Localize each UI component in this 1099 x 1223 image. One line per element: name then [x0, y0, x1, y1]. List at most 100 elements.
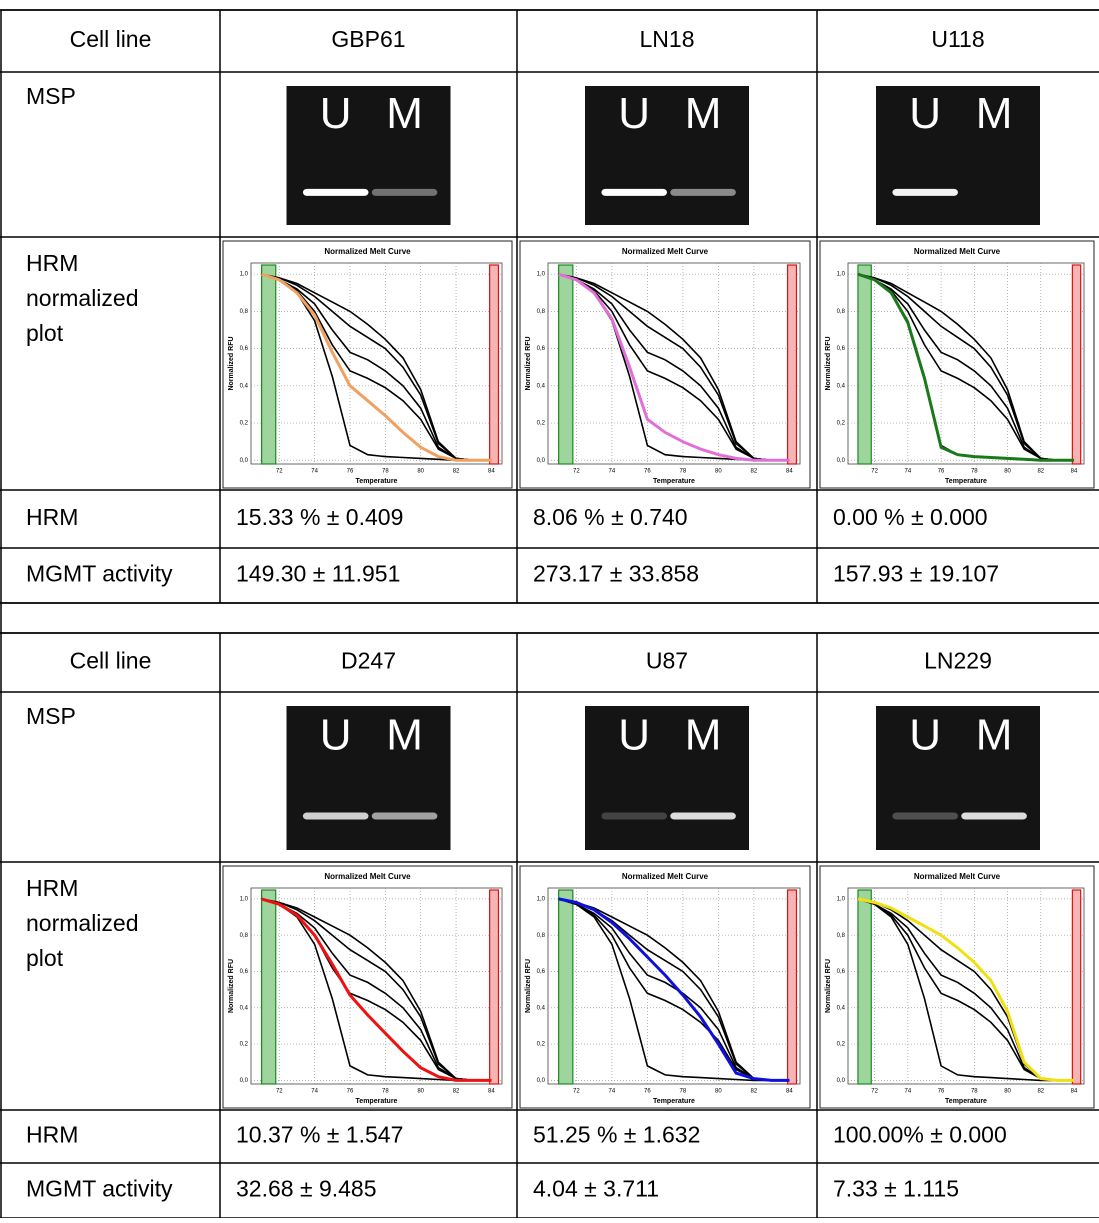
y-tick-label: 0,8	[240, 309, 249, 315]
x-tick-label: 74	[904, 1089, 911, 1095]
y-tick-label: 0,0	[537, 458, 546, 464]
x-tick-label: 80	[417, 1089, 424, 1095]
plot-title: Normalized Melt Curve	[324, 247, 411, 256]
end-region	[489, 889, 500, 1085]
x-axis-label: Temperature	[653, 1098, 695, 1105]
reference-curve	[857, 898, 1074, 1082]
gel-image	[876, 86, 1040, 225]
plot-area	[547, 887, 801, 1085]
y-tick-label: 0,4	[537, 1005, 546, 1011]
y-tick-label: 0,0	[837, 1078, 846, 1084]
x-tick-label: 74	[609, 1089, 616, 1095]
plot-area	[847, 887, 1085, 1085]
row-label: HRM	[26, 1122, 78, 1148]
x-tick-label: 84	[1071, 469, 1078, 475]
y-tick-label: 0,0	[837, 458, 846, 464]
x-tick-label: 76	[644, 469, 651, 475]
x-tick-label: 80	[417, 469, 424, 475]
gel-band	[371, 812, 438, 820]
x-tick-label: 76	[644, 1089, 651, 1095]
plot-title: Normalized Melt Curve	[622, 247, 709, 256]
y-tick-label: 0,2	[837, 1042, 846, 1048]
lane-label: U	[909, 89, 941, 138]
y-tick-label: 0,4	[537, 383, 546, 389]
row-label: Cell line	[70, 26, 152, 52]
plot-area	[250, 262, 503, 465]
x-tick-label: 84	[786, 469, 793, 475]
cell-line-name: D247	[341, 648, 396, 674]
y-tick-label: 0,6	[837, 346, 846, 352]
row-label: MGMT activity	[26, 561, 173, 587]
reference-curve	[558, 273, 790, 462]
y-tick-label: 0,6	[240, 346, 249, 352]
y-tick-label: 0,4	[240, 1005, 249, 1011]
sample-curve	[857, 897, 1074, 1082]
y-axis-label: Normalized RFU	[228, 959, 235, 1013]
row-label: normalized	[26, 285, 139, 311]
melt-curve-plot: Normalized Melt Curve Normalized RFU Tempe…	[819, 865, 1095, 1109]
start-region	[558, 264, 574, 465]
gel-band	[371, 188, 438, 196]
x-tick-label: 80	[1004, 1089, 1011, 1095]
x-tick-label: 76	[347, 1089, 354, 1095]
x-tick-label: 72	[573, 469, 580, 475]
y-axis-label: Normalized RFU	[825, 336, 832, 390]
mgmt-value: 273.17 ± 33.858	[533, 561, 699, 587]
hrm-value: 0.00 % ± 0.000	[833, 504, 988, 530]
x-axis-label: Temperature	[945, 478, 987, 485]
reference-curve	[857, 273, 1074, 462]
y-tick-label: 0,2	[240, 1042, 249, 1048]
lane-label: U	[618, 89, 650, 138]
plot-title: Normalized Melt Curve	[622, 872, 709, 881]
y-axis-label: Normalized RFU	[525, 959, 532, 1013]
row-label: normalized	[26, 910, 139, 936]
x-tick-label: 72	[871, 469, 878, 475]
x-tick-label: 72	[276, 1089, 283, 1095]
lane-label: M	[386, 710, 423, 759]
lane-label: M	[386, 89, 423, 138]
plot-area	[847, 262, 1085, 465]
x-tick-label: 82	[751, 1089, 758, 1095]
gel-band	[302, 812, 369, 820]
y-tick-label: 0,6	[537, 969, 546, 975]
y-axis-label: Normalized RFU	[525, 336, 532, 390]
x-tick-label: 84	[488, 1089, 495, 1095]
x-tick-label: 78	[382, 1089, 389, 1095]
y-axis-label: Normalized RFU	[825, 959, 832, 1013]
x-tick-label: 82	[1037, 1089, 1044, 1095]
y-tick-label: 0,8	[837, 309, 846, 315]
lane-label: U	[320, 89, 352, 138]
y-tick-label: 0,6	[537, 346, 546, 352]
x-tick-label: 80	[1004, 469, 1011, 475]
y-tick-label: 0,2	[837, 421, 846, 427]
x-tick-label: 78	[971, 1089, 978, 1095]
gel-band	[892, 812, 958, 820]
y-tick-label: 0,4	[837, 1005, 846, 1011]
row-label: HRM	[26, 504, 78, 530]
sample-curve	[558, 272, 790, 462]
cell-line-name: LN229	[924, 648, 992, 674]
x-tick-label: 84	[786, 1089, 793, 1095]
cell-line-name: U87	[646, 648, 688, 674]
reference-curve	[558, 898, 790, 1082]
end-region	[786, 889, 798, 1085]
lane-label: M	[976, 89, 1013, 138]
x-tick-label: 82	[453, 1089, 460, 1095]
melt-curve-plot: Normalized Melt Curve Normalized RFU Tempe…	[519, 865, 811, 1109]
start-region	[857, 264, 872, 465]
end-region	[489, 264, 500, 465]
gel-band	[892, 188, 958, 196]
sample-curve	[558, 897, 790, 1082]
row-label: Cell line	[70, 648, 152, 674]
melt-curve-plot: Normalized Melt Curve Normalized RFU Tempe…	[222, 865, 513, 1109]
x-tick-label: 74	[609, 469, 616, 475]
lane-label: U	[320, 710, 352, 759]
y-tick-label: 1,0	[537, 272, 546, 278]
row-label: MGMT activity	[26, 1176, 173, 1202]
y-tick-label: 0,2	[240, 421, 249, 427]
x-tick-label: 76	[938, 469, 945, 475]
